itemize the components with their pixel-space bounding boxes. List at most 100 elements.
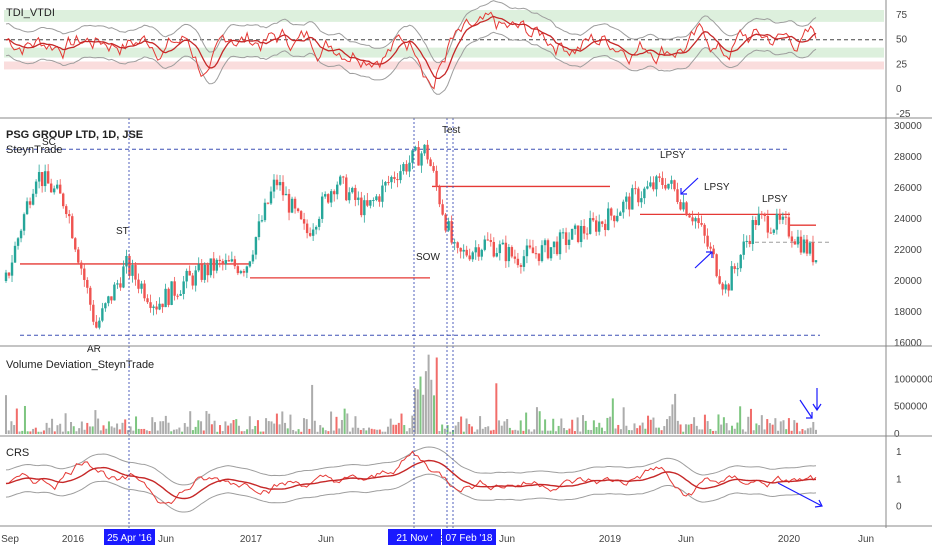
volume-bar bbox=[392, 424, 395, 434]
tdi-tick-label: 25 bbox=[896, 59, 908, 70]
price-candle bbox=[55, 184, 59, 189]
volume-bar bbox=[741, 429, 744, 434]
price-candle bbox=[200, 264, 203, 280]
time-axis-label: Jun bbox=[499, 534, 515, 545]
price-candle bbox=[107, 296, 110, 304]
price-candle bbox=[275, 179, 279, 186]
price-candle bbox=[697, 218, 700, 224]
volume-bar bbox=[186, 426, 189, 434]
volume-bar bbox=[205, 411, 208, 434]
annotation-lpsy-2: LPSY bbox=[704, 182, 730, 193]
price-candle bbox=[631, 188, 634, 210]
volume-bar bbox=[674, 393, 677, 434]
price-candle bbox=[579, 225, 583, 242]
arrow-icon bbox=[799, 399, 813, 419]
volume-bar bbox=[316, 431, 319, 434]
price-candle bbox=[465, 249, 468, 256]
arrow-icon bbox=[812, 388, 822, 412]
volume-bar bbox=[793, 420, 796, 434]
price-candle bbox=[245, 266, 249, 273]
tdi-green-band-lower bbox=[4, 47, 884, 58]
price-candle bbox=[170, 281, 173, 305]
volume-bar bbox=[414, 388, 417, 434]
volume-bar bbox=[652, 417, 655, 434]
price-candle bbox=[480, 249, 483, 257]
price-candle bbox=[68, 214, 71, 217]
crs-tick-label: 1 bbox=[896, 474, 902, 485]
price-tick-label: 26000 bbox=[894, 183, 922, 194]
price-candle bbox=[408, 162, 411, 172]
time-marker-1[interactable]: 25 Apr '16 bbox=[104, 529, 155, 545]
price-candle bbox=[498, 244, 502, 254]
volume-bar bbox=[435, 357, 438, 434]
vertical-markers bbox=[128, 118, 454, 528]
price-candle bbox=[591, 218, 595, 221]
volume-bar bbox=[13, 425, 16, 434]
volume-bar bbox=[671, 404, 674, 434]
volume-bar bbox=[489, 430, 492, 434]
volume-bar bbox=[91, 426, 94, 434]
volume-bar bbox=[527, 429, 530, 434]
volume-bar bbox=[660, 430, 663, 434]
price-candle bbox=[516, 258, 520, 266]
volume-bar bbox=[495, 383, 498, 434]
volume-bar bbox=[357, 427, 360, 434]
pane-separators bbox=[0, 0, 932, 528]
volume-bar bbox=[67, 431, 70, 434]
volume-bar bbox=[143, 428, 146, 434]
volume-bar bbox=[684, 424, 687, 434]
time-marker-3[interactable]: 07 Feb '18 bbox=[442, 529, 496, 545]
price-candle bbox=[375, 196, 378, 201]
price-candle bbox=[790, 236, 794, 242]
price-candle bbox=[456, 242, 459, 248]
volume-bar bbox=[7, 430, 10, 434]
volume-bar bbox=[172, 429, 175, 434]
volume-bar bbox=[221, 431, 224, 434]
price-candle bbox=[46, 171, 50, 184]
price-candle bbox=[420, 153, 423, 166]
volume-bar bbox=[768, 423, 771, 434]
price-candle bbox=[98, 320, 101, 328]
volume-bar bbox=[248, 416, 251, 434]
volume-bar bbox=[75, 431, 78, 434]
volume-bar bbox=[514, 429, 517, 434]
volume-bar bbox=[110, 426, 113, 434]
volume-bar bbox=[235, 419, 238, 434]
volume-bar bbox=[641, 422, 644, 434]
price-candle bbox=[399, 171, 402, 181]
volume-bar bbox=[755, 423, 758, 434]
price-candle bbox=[534, 253, 538, 255]
price-candle bbox=[65, 206, 68, 215]
price-candle bbox=[555, 241, 559, 255]
time-marker-2[interactable]: 21 Nov ' bbox=[388, 529, 441, 545]
volume-bar bbox=[265, 418, 268, 434]
volume-bar bbox=[297, 429, 300, 434]
volume-bar bbox=[666, 419, 669, 434]
price-candle bbox=[242, 271, 246, 273]
price-candle bbox=[486, 239, 489, 241]
price-candle bbox=[778, 213, 782, 220]
volume-bar bbox=[37, 431, 40, 434]
price-candle bbox=[381, 185, 384, 202]
price-candle bbox=[417, 147, 420, 166]
volume-bar bbox=[378, 429, 381, 434]
price-candle bbox=[52, 188, 56, 193]
price-candle bbox=[567, 239, 571, 246]
price-candle bbox=[206, 264, 209, 276]
volume-bar bbox=[679, 424, 682, 434]
volume-bar bbox=[148, 431, 151, 434]
price-candle bbox=[86, 279, 89, 288]
volume-bar bbox=[129, 426, 132, 434]
volume-bar bbox=[411, 415, 414, 434]
price-candle bbox=[793, 241, 797, 245]
volume-bar bbox=[760, 415, 763, 434]
crs-pane: 1 1 0 CRS bbox=[5, 446, 902, 513]
price-candle bbox=[360, 197, 363, 216]
volume-bar bbox=[609, 416, 612, 434]
volume-bar bbox=[422, 394, 425, 434]
volume-bar bbox=[747, 416, 750, 434]
volume-bar bbox=[430, 379, 433, 434]
volume-bar bbox=[457, 421, 460, 434]
volume-bar bbox=[815, 429, 817, 434]
volume-bar bbox=[535, 407, 538, 434]
